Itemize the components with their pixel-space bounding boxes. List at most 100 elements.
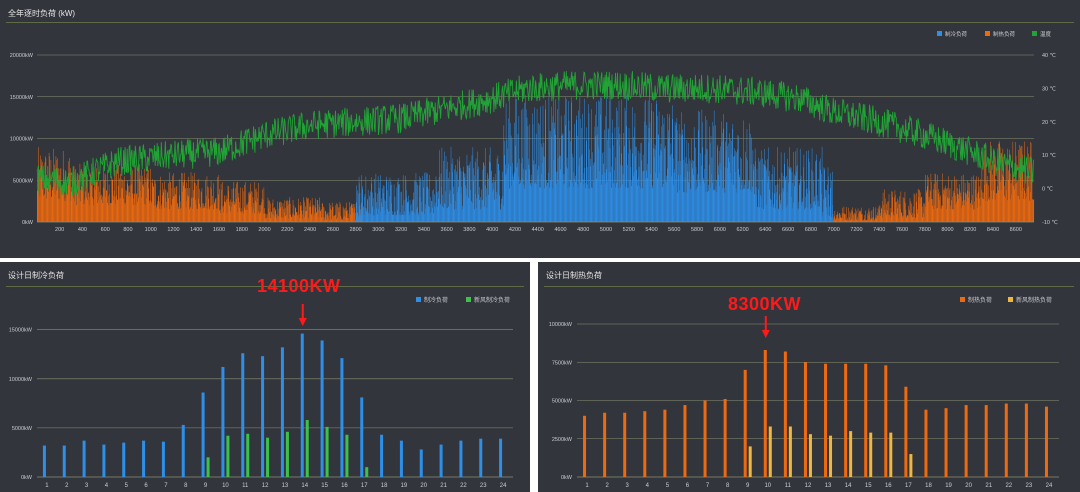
heating-load-bar — [96, 168, 98, 222]
heating-load-bar — [965, 192, 967, 222]
heating-load-bar — [196, 185, 197, 222]
cooling-load-bar — [374, 215, 376, 222]
cooling-load-bar — [544, 188, 545, 222]
heating-load-bar — [87, 193, 89, 222]
heating-load-bar — [939, 196, 941, 222]
x-tick-label: 8600 — [1010, 227, 1022, 233]
cooling-load-bar — [519, 158, 520, 222]
heating-load-bar — [922, 213, 924, 222]
heating-load-bar — [326, 219, 327, 222]
cooling-load-bar — [570, 180, 571, 222]
heating-load-bar — [245, 205, 247, 222]
cooling-load-bar — [645, 99, 646, 222]
heating-load-bar — [198, 178, 200, 222]
cooling-load-bar — [458, 180, 459, 222]
heating-load-bar — [249, 193, 251, 222]
heating-load-bar — [1026, 197, 1027, 222]
heating-load-bar — [948, 189, 950, 222]
heating-load-bar — [272, 202, 273, 222]
heating-load-bar — [272, 199, 274, 222]
y-tick-label: 2500kW — [552, 437, 573, 443]
heating-load-bar — [268, 200, 270, 222]
heating-load-bar — [122, 188, 123, 222]
cooling-load-bar — [527, 181, 528, 222]
cooling-load-bar — [547, 183, 548, 222]
heating-load-bar — [326, 214, 327, 222]
heating-load-bar — [301, 218, 303, 222]
heating-load-bar — [974, 179, 976, 222]
heating-load-bar — [186, 182, 187, 222]
heating-load-bar — [1030, 142, 1032, 222]
x-tick-label: 4400 — [532, 227, 544, 233]
cooling-load-bar — [387, 190, 388, 222]
heating-load-bar — [252, 197, 254, 222]
cooling-load-bar — [598, 100, 599, 222]
cooling-load-bar — [455, 165, 456, 222]
heating-load-bar — [244, 209, 246, 222]
cooling-load-bar — [521, 110, 522, 222]
cooling-load-bar — [719, 162, 721, 222]
heating-load-bar — [212, 195, 213, 222]
x-tick-label: 14 — [845, 483, 852, 489]
heating-load-bar — [316, 200, 318, 222]
heating-load-bar — [1016, 183, 1017, 222]
cooling-load-bar — [761, 150, 762, 222]
cooling-load-bar — [468, 197, 470, 222]
heating-load-bar — [43, 194, 45, 222]
cooling-load-bar — [489, 161, 490, 222]
cooling-load-bar — [581, 154, 583, 222]
heating-load-bar — [993, 190, 994, 222]
cooling-load-bar — [594, 126, 596, 222]
cooling-load-bar — [461, 186, 462, 222]
cooling-load-bar — [791, 196, 792, 222]
cooling-load-bar — [122, 442, 126, 477]
heating-load-bar — [180, 209, 181, 222]
heating-load-bar — [833, 219, 835, 222]
heating-load-bar — [208, 187, 209, 222]
heating-load-bar — [835, 220, 836, 222]
cooling-load-bar — [596, 178, 597, 222]
legend-label: 制热负荷 — [968, 296, 992, 304]
heating-load-bar — [940, 195, 941, 222]
heating-load-bar — [299, 217, 301, 222]
cooling-load-bar — [465, 185, 466, 222]
heating-load-bar — [911, 215, 913, 222]
x-tick-label: 3600 — [441, 227, 453, 233]
heating-load-bar — [239, 211, 241, 222]
x-tick-label: 21 — [440, 483, 447, 489]
cooling-load-bar — [677, 130, 678, 222]
heating-load-bar — [901, 212, 902, 222]
cooling-load-bar — [488, 195, 490, 222]
cooling-load-bar — [797, 165, 798, 222]
heating-load-bar — [224, 202, 226, 222]
heating-load-bar — [293, 213, 294, 222]
cooling-load-bar — [377, 176, 379, 222]
cooling-load-bar — [404, 214, 406, 222]
heating-load-bar — [240, 187, 241, 222]
cooling-load-bar — [482, 200, 483, 222]
heating-load-bar — [858, 213, 860, 222]
cooling-load-bar — [823, 199, 824, 222]
heating-load-bar — [59, 168, 61, 222]
heating-load-bar — [215, 198, 216, 222]
cooling-load-bar — [621, 99, 622, 222]
heating-load-bar — [72, 197, 74, 222]
cooling-load-bar — [431, 200, 432, 222]
cooling-load-bar — [760, 197, 762, 222]
heating-load-bar — [998, 141, 1000, 222]
heating-load-bar — [86, 199, 88, 222]
heating-load-bar — [311, 214, 312, 222]
cooling-load-bar — [432, 190, 434, 222]
heating-load-bar — [909, 198, 911, 222]
cooling-load-bar — [395, 211, 396, 222]
heating-load-bar — [836, 218, 837, 222]
cooling-load-bar — [468, 164, 470, 222]
heating-load-bar — [349, 201, 350, 222]
x-tick-label: 7 — [706, 483, 710, 489]
cooling-load-bar — [536, 109, 538, 222]
cooling-load-bar — [560, 155, 561, 222]
cooling-load-bar — [624, 145, 625, 222]
heating-load-bar — [113, 200, 114, 222]
cooling-load-bar — [681, 136, 683, 222]
